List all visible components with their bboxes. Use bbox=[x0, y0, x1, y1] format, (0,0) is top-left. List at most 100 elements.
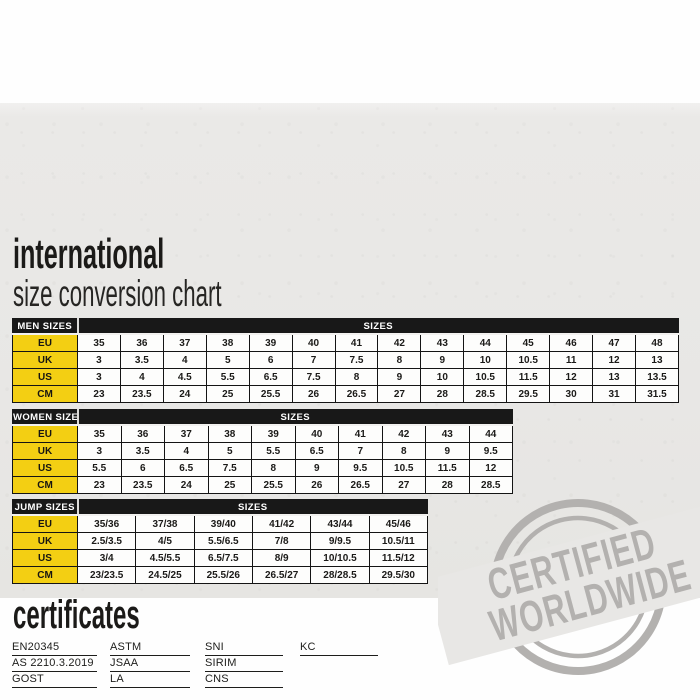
size-cell: 41 bbox=[334, 333, 379, 352]
size-cell: 42 bbox=[381, 424, 426, 443]
certificate-item: AS 2210.3.2019 bbox=[12, 656, 97, 672]
size-cell: 4/5 bbox=[135, 532, 195, 550]
certificate-item: LA bbox=[110, 672, 190, 688]
size-cell: 7.5 bbox=[334, 351, 379, 369]
certificate-item: KC bbox=[300, 640, 378, 656]
size-cell: 27 bbox=[381, 476, 426, 494]
certificate-item: GOST bbox=[12, 672, 97, 688]
size-cell: 7.5 bbox=[207, 459, 252, 477]
table-row: EU 35/36 37/38 39/40 41/42 43/44 45/46 bbox=[12, 514, 429, 533]
stamp-text-band bbox=[438, 502, 700, 666]
certificate-item: SNI bbox=[205, 640, 283, 656]
size-cell: 45/46 bbox=[368, 514, 429, 533]
table-row: US 5.5 6 6.5 7.5 8 9 9.5 10.5 11.5 12 bbox=[12, 459, 513, 477]
table-row: UK 3 3.5 4 5 6 7 7.5 8 9 10 10.5 11 12 13 bbox=[12, 351, 680, 369]
size-table: WOMEN SIZESSIZESEU35363738394041424344UK… bbox=[12, 409, 513, 494]
size-cell: 9/9.5 bbox=[310, 532, 370, 550]
size-cell: 6.5 bbox=[294, 442, 339, 460]
chart-panel: international size conversion chart MEN … bbox=[0, 103, 700, 688]
size-cell: 28 bbox=[425, 476, 470, 494]
size-cell: 9 bbox=[294, 459, 339, 477]
table-sizes-header: SIZES bbox=[77, 409, 513, 426]
certified-worldwide-stamp: CERTIFIED WORLDWIDE bbox=[438, 499, 700, 675]
size-cell: 4.5/5.5 bbox=[135, 549, 195, 567]
size-cell: 40 bbox=[294, 424, 339, 443]
size-cell: 36 bbox=[120, 424, 165, 443]
size-cell: 25.5 bbox=[248, 385, 293, 403]
table-sizes-header: SIZES bbox=[77, 318, 679, 335]
size-cell: 3 bbox=[77, 351, 121, 369]
row-label: US bbox=[12, 368, 78, 386]
size-cell: 12 bbox=[468, 459, 513, 477]
size-cell: 3 bbox=[77, 442, 122, 460]
size-cell: 2.5/3.5 bbox=[76, 532, 137, 550]
size-cell: 43/44 bbox=[310, 514, 370, 533]
size-cell: 9 bbox=[420, 351, 465, 369]
certificates-column: EN20345 AS 2210.3.2019 GOST bbox=[12, 640, 97, 688]
size-cell: 13 bbox=[592, 368, 636, 386]
size-cell: 42 bbox=[377, 333, 422, 352]
size-cell: 39/40 bbox=[193, 514, 253, 533]
size-cell: 23.5 bbox=[120, 476, 165, 494]
size-cell: 4 bbox=[162, 351, 207, 369]
size-cell: 39 bbox=[248, 333, 293, 352]
size-cell: 27 bbox=[377, 385, 422, 403]
size-cell: 9.5 bbox=[338, 459, 383, 477]
size-cell: 48 bbox=[634, 333, 680, 352]
size-cell: 3/4 bbox=[76, 549, 137, 567]
size-cell: 8 bbox=[334, 368, 379, 386]
size-cell: 24 bbox=[164, 476, 209, 494]
row-label: UK bbox=[12, 532, 78, 550]
size-cell: 6 bbox=[248, 351, 293, 369]
size-cell: 8 bbox=[377, 351, 422, 369]
size-cell: 26.5 bbox=[334, 385, 379, 403]
certificates-title: certificates bbox=[13, 593, 140, 637]
size-cell: 3.5 bbox=[119, 351, 164, 369]
women-sizes-table: WOMEN SIZESSIZESEU35363738394041424344UK… bbox=[12, 409, 513, 494]
table-row: UK 2.5/3.5 4/5 5.5/6.5 7/8 9/9.5 10.5/11 bbox=[12, 532, 429, 550]
size-cell: 23 bbox=[77, 476, 122, 494]
size-cell: 31 bbox=[592, 385, 636, 403]
size-cell: 44 bbox=[468, 424, 513, 443]
size-cell: 7 bbox=[338, 442, 383, 460]
size-cell: 13.5 bbox=[634, 368, 680, 386]
size-cell: 25 bbox=[205, 385, 250, 403]
size-cell: 6.5/7.5 bbox=[193, 549, 253, 567]
table-sizes-header: SIZES bbox=[77, 499, 428, 516]
certificates-grid: EN20345 AS 2210.3.2019 GOST ASTM JSAA LA SNI SI… bbox=[12, 640, 412, 690]
size-cell: 12 bbox=[549, 368, 594, 386]
size-cell: 36 bbox=[119, 333, 164, 352]
size-cell: 25.5 bbox=[251, 476, 296, 494]
certificate-item: EN20345 bbox=[12, 640, 97, 656]
size-cell: 25.5/26 bbox=[193, 566, 253, 584]
row-label: US bbox=[12, 459, 78, 477]
page-title: international bbox=[13, 230, 165, 277]
certificates-column: KC bbox=[300, 640, 378, 656]
table-row: CM 23/23.5 24.5/25 25.5/26 26.5/27 28/28.5 29.… bbox=[12, 566, 429, 584]
size-table: JUMP SIZES SIZES EU 35/36 37/38 39/40 41/42 43/… bbox=[12, 499, 429, 584]
size-cell: 10.5 bbox=[506, 351, 551, 369]
table-category-header: JUMP SIZES bbox=[12, 499, 79, 516]
size-cell: 9 bbox=[425, 442, 470, 460]
size-cell: 28.5 bbox=[468, 476, 513, 494]
row-label: US bbox=[12, 549, 78, 567]
size-cell: 7/8 bbox=[251, 532, 312, 550]
row-label: EU bbox=[12, 424, 78, 443]
table-category-header: WOMEN SIZES bbox=[12, 409, 79, 426]
row-label: EU bbox=[12, 333, 78, 352]
size-cell: 40 bbox=[291, 333, 336, 352]
size-cell: 11.5/12 bbox=[368, 549, 429, 567]
size-cell: 11.5 bbox=[506, 368, 551, 386]
table-row: EU 35 36 37 38 39 40 41 42 43 44 45 46 47 48 bbox=[12, 333, 680, 352]
size-cell: 11 bbox=[549, 351, 594, 369]
jump-sizes-table: JUMP SIZES SIZES EU 35/36 37/38 39/40 41/42 43/… bbox=[12, 499, 429, 584]
size-cell: 43 bbox=[425, 424, 470, 443]
size-cell: 38 bbox=[205, 333, 250, 352]
size-cell: 13 bbox=[634, 351, 680, 369]
row-label: CM bbox=[12, 566, 78, 584]
size-cell: 8 bbox=[251, 459, 296, 477]
row-label: CM bbox=[12, 385, 78, 403]
size-cell: 41/42 bbox=[251, 514, 312, 533]
size-cell: 7.5 bbox=[291, 368, 336, 386]
